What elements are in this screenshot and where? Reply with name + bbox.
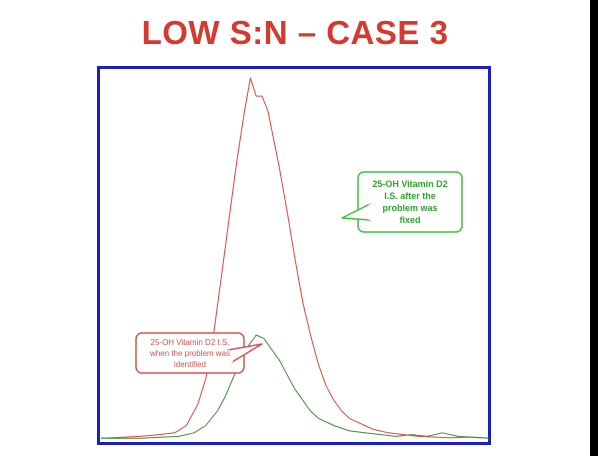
callout-identified-text-line: 25-OH Vitamin D2 I.S. [151,338,230,347]
slide-title: LOW S:N – CASE 3 [141,14,449,51]
plot-frame [97,66,491,445]
callout-fixed: 25-OH Vitamin D2 I.S. after the problem wa… [341,171,463,233]
callout-identified-seam [226,349,234,363]
series-line-fixed [100,77,490,439]
callout-fixed-pointer [341,203,371,221]
window-edge [590,0,598,456]
series-line-identified [101,334,490,439]
callout-identified-text-line: when the problem was [149,349,230,358]
callout-fixed-text-line: fixed [399,215,420,225]
callout-identified: 25-OH Vitamin D2 I.S. when the problem wa… [135,332,263,374]
callout-identified-text-line: identified [174,360,206,369]
callout-fixed-box [357,171,463,233]
callout-fixed-text-line: problem was [382,203,437,213]
callout-fixed-text-line: 25-OH Vitamin D2 [372,179,447,189]
callout-fixed-text-line: I.S. after the [384,191,436,201]
